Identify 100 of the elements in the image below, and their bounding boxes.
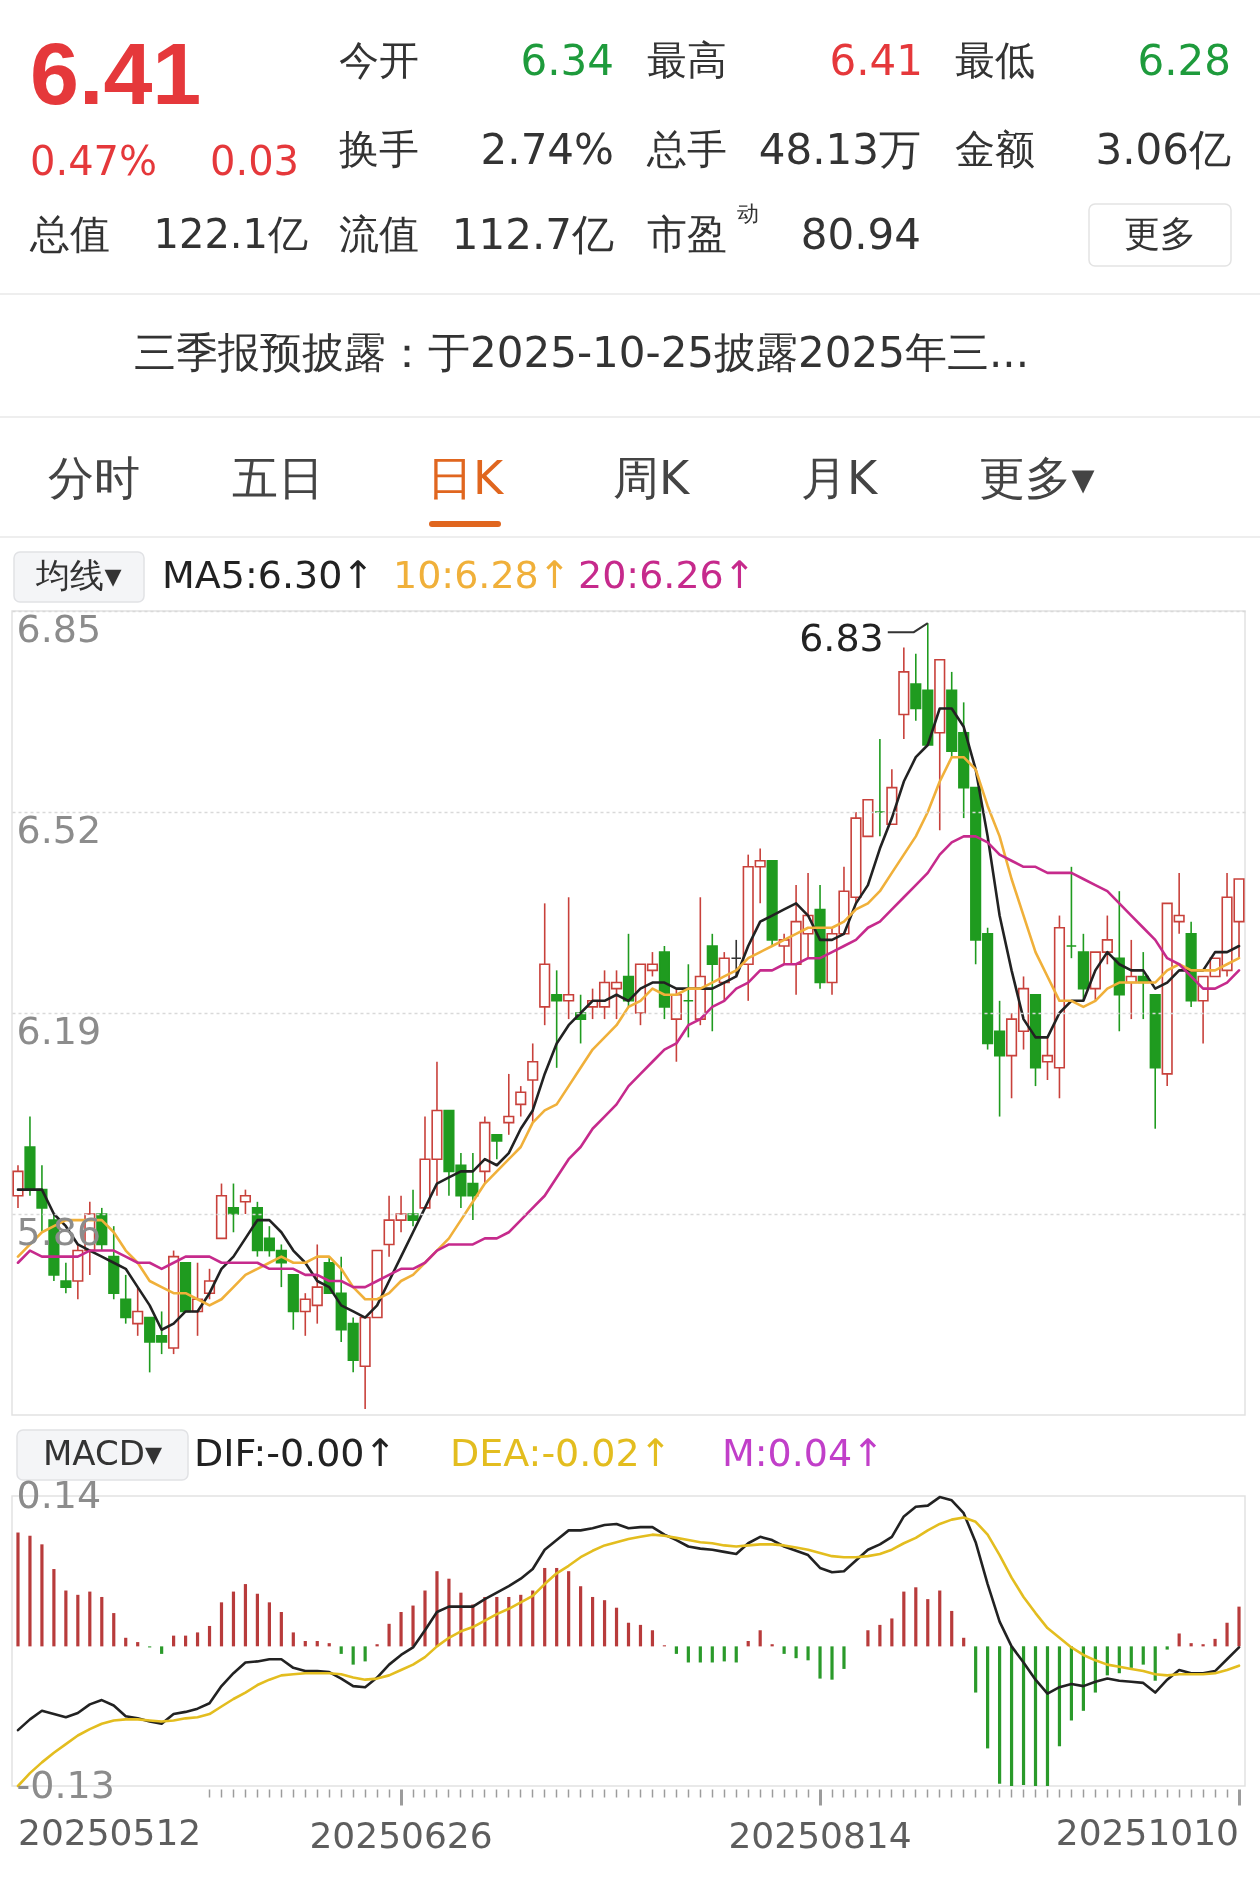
bar bbox=[64, 1590, 68, 1647]
bar bbox=[866, 1630, 870, 1647]
bar bbox=[76, 1594, 80, 1647]
text: 分时 bbox=[48, 451, 140, 505]
text: 流值 bbox=[339, 211, 419, 257]
bar bbox=[160, 1646, 164, 1654]
bar bbox=[243, 1584, 248, 1647]
bar bbox=[423, 1590, 427, 1647]
text: 总手 bbox=[646, 126, 727, 172]
text: DIF:-0.00↑ bbox=[194, 1431, 397, 1475]
text: 20251010 bbox=[1055, 1812, 1239, 1853]
bar bbox=[806, 1646, 810, 1661]
bar bbox=[219, 1602, 224, 1647]
bar bbox=[351, 1646, 355, 1665]
bar bbox=[112, 1613, 116, 1647]
text: 更多▾ bbox=[979, 451, 1095, 505]
bar bbox=[100, 1596, 104, 1647]
bar bbox=[459, 1592, 463, 1647]
bar bbox=[914, 1587, 918, 1647]
text: 更多 bbox=[1124, 213, 1196, 254]
bar bbox=[1129, 1646, 1133, 1668]
x-tick-label: 20250626 bbox=[309, 1814, 493, 1856]
bar bbox=[88, 1591, 92, 1647]
bar bbox=[1045, 1646, 1050, 1786]
text: 换手 bbox=[339, 126, 419, 172]
bar bbox=[722, 1646, 726, 1662]
bar bbox=[902, 1591, 906, 1647]
bar bbox=[890, 1618, 894, 1647]
y-tick-label: 6.85 bbox=[16, 606, 102, 651]
text: 6.28 bbox=[1137, 36, 1231, 85]
text: 五日 bbox=[232, 451, 324, 505]
text: 10:6.28↑ bbox=[393, 553, 571, 597]
text: 日K bbox=[426, 451, 505, 505]
bar bbox=[842, 1646, 846, 1669]
bar bbox=[650, 1630, 655, 1647]
bar bbox=[16, 1532, 20, 1647]
bar bbox=[998, 1646, 1002, 1784]
text: 三季报预披露：于2025-10-25披露2025年三... bbox=[134, 328, 1030, 377]
bar bbox=[698, 1646, 702, 1663]
bar bbox=[267, 1602, 271, 1647]
bar bbox=[195, 1632, 200, 1647]
bar bbox=[830, 1646, 834, 1680]
text: 0.47% bbox=[30, 138, 158, 184]
y-tick-label: 0.14 bbox=[16, 1472, 102, 1517]
text: 122.1亿 bbox=[153, 211, 308, 257]
bar bbox=[1225, 1622, 1229, 1647]
text: 20:6.26↑ bbox=[578, 553, 756, 597]
y-tick-label: 6.19 bbox=[16, 1008, 102, 1053]
text: 2.74% bbox=[480, 125, 614, 174]
text: 总值 bbox=[29, 211, 110, 257]
bar bbox=[782, 1646, 786, 1654]
bar bbox=[1021, 1646, 1026, 1785]
bar bbox=[231, 1591, 236, 1647]
bar bbox=[878, 1624, 882, 1647]
text: 金额 bbox=[955, 126, 1035, 172]
bar bbox=[327, 1643, 331, 1647]
bar bbox=[758, 1630, 762, 1647]
bar bbox=[1213, 1638, 1217, 1647]
x-tick-label: 20250814 bbox=[728, 1814, 912, 1856]
text: 今开 bbox=[339, 37, 419, 83]
bar bbox=[1057, 1646, 1062, 1747]
bar bbox=[579, 1586, 583, 1647]
bar bbox=[291, 1632, 295, 1647]
bar bbox=[447, 1578, 451, 1647]
bar bbox=[1141, 1646, 1145, 1665]
bar bbox=[207, 1625, 212, 1647]
bar bbox=[28, 1535, 32, 1647]
bar bbox=[818, 1646, 822, 1679]
text: 112.7亿 bbox=[451, 210, 614, 259]
text: 0.03 bbox=[210, 138, 300, 184]
y-tick-label: -0.13 bbox=[16, 1762, 115, 1807]
bar bbox=[435, 1571, 439, 1647]
bar bbox=[974, 1646, 978, 1693]
bar bbox=[1237, 1606, 1241, 1647]
bar bbox=[794, 1646, 798, 1659]
bar bbox=[614, 1607, 619, 1647]
text: 6.41 bbox=[30, 24, 202, 123]
legend-title: 均线▾ bbox=[35, 555, 122, 595]
text: 最高 bbox=[647, 37, 727, 83]
text: 月K bbox=[800, 451, 879, 505]
bar bbox=[363, 1646, 367, 1662]
text: 48.13万 bbox=[758, 125, 921, 174]
bar bbox=[590, 1596, 595, 1647]
bar bbox=[411, 1605, 415, 1647]
bar bbox=[1033, 1646, 1038, 1786]
text: 周K bbox=[612, 451, 691, 505]
bar bbox=[52, 1569, 56, 1647]
bar bbox=[686, 1646, 690, 1663]
bar bbox=[926, 1599, 930, 1647]
bar bbox=[674, 1646, 678, 1654]
bar bbox=[602, 1600, 607, 1647]
text: 20250512 bbox=[18, 1812, 202, 1853]
bar bbox=[339, 1646, 343, 1654]
annotation: 6.83 bbox=[799, 616, 884, 661]
bar bbox=[1165, 1646, 1169, 1650]
bar bbox=[710, 1646, 714, 1663]
bar bbox=[986, 1646, 990, 1749]
text: 市盈动 bbox=[647, 201, 759, 257]
bar bbox=[1189, 1643, 1193, 1647]
series-label: DEA:-0.02↑ bbox=[450, 1431, 672, 1475]
